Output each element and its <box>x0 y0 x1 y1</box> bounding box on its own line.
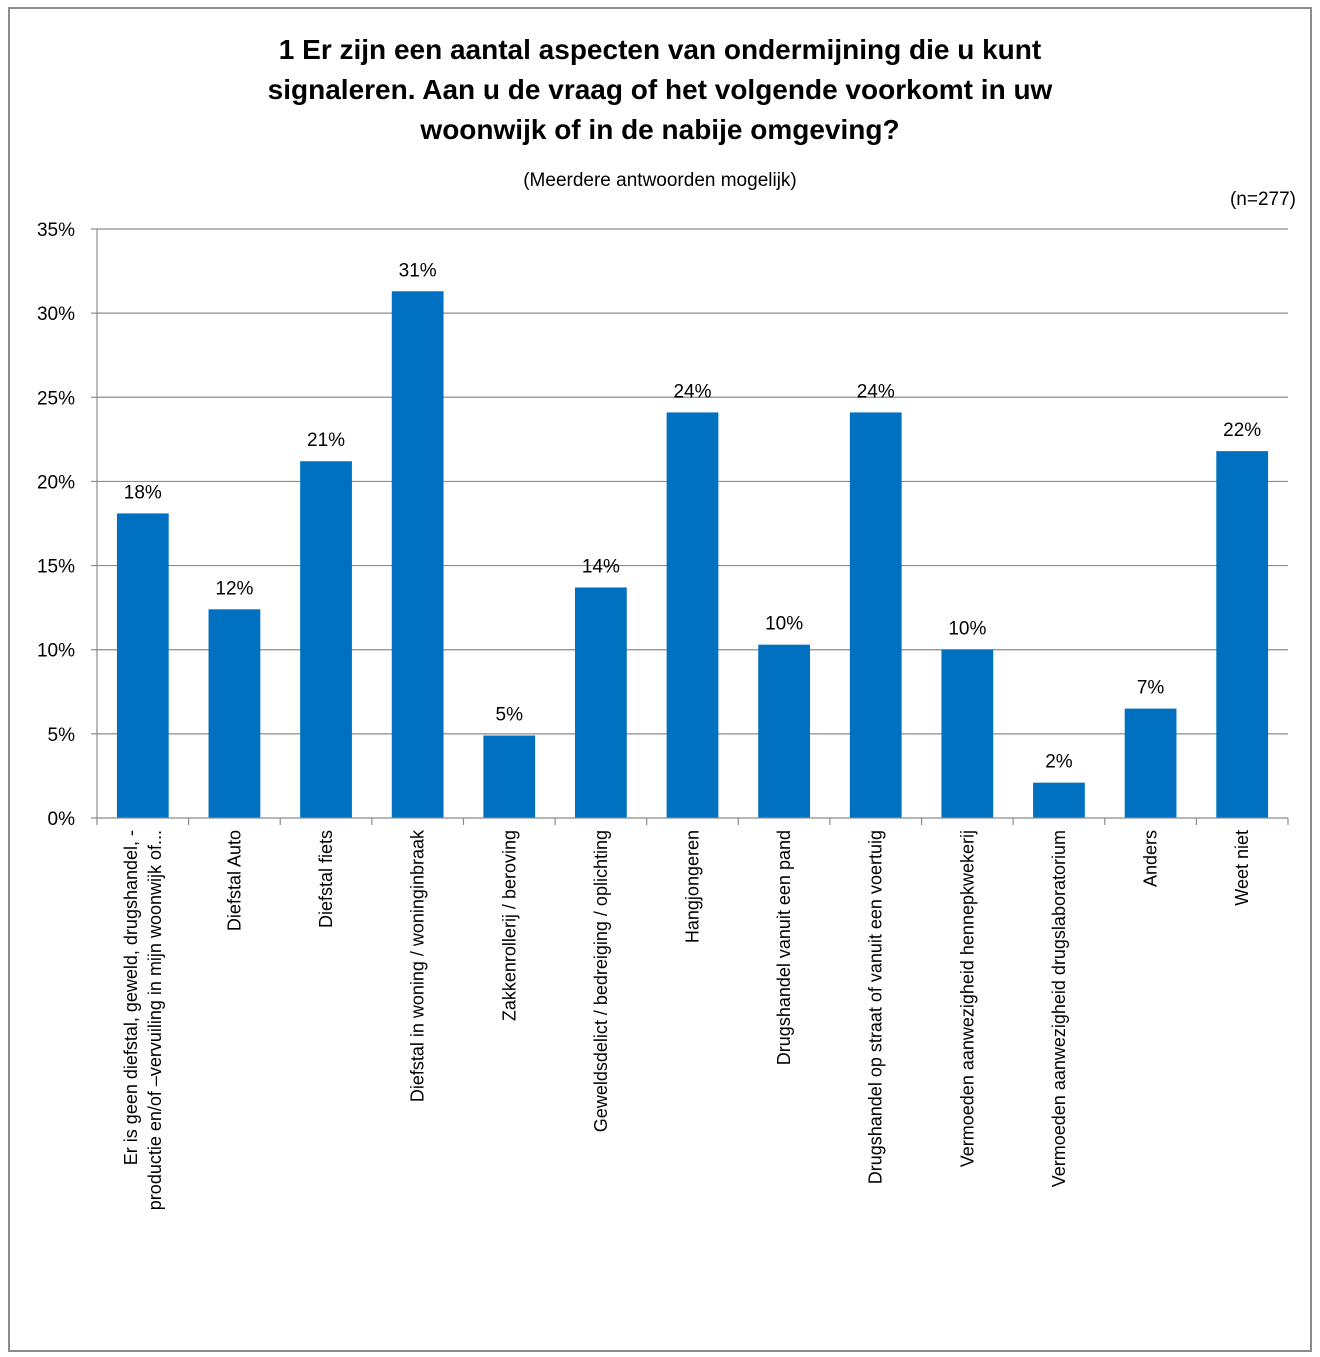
sample-size-note: (n=277) <box>1229 189 1296 210</box>
x-category-label: Er is geen diefstal, geweld, drugshandel… <box>121 830 141 1165</box>
bar <box>758 644 810 818</box>
data-label: 31% <box>399 260 437 281</box>
bar <box>666 412 719 818</box>
y-tick-label: 10% <box>37 641 75 662</box>
data-label: 5% <box>496 705 524 726</box>
y-tick-label: 25% <box>37 388 75 409</box>
axes <box>91 228 1289 825</box>
x-category-label: Weet niet <box>1232 830 1252 906</box>
data-label: 12% <box>215 578 253 599</box>
x-category-label: Hangjongeren <box>683 830 703 943</box>
y-tick-label: 35% <box>37 220 75 241</box>
bar <box>575 587 627 818</box>
y-tick-label: 30% <box>37 304 75 325</box>
x-category-label: Diefstal in woning / woninginbraak <box>408 829 428 1102</box>
data-label: 14% <box>582 556 620 577</box>
y-tick-label: 0% <box>48 809 76 830</box>
bars <box>116 291 1269 818</box>
chart-title-line: woonwijk of in de nabije omgeving? <box>420 114 900 145</box>
data-label: 24% <box>673 381 711 402</box>
bar <box>391 291 444 818</box>
labels: 0% 5% 10% 15% 20% 25% 30% 35% 18% 12% 21% 31% 5% 14% 2… <box>37 220 1261 1210</box>
data-label: 2% <box>1045 752 1073 773</box>
x-category-label: Vermoeden aanwezigheid drugslaboratorium <box>1049 830 1069 1187</box>
bar <box>208 609 261 818</box>
data-label: 18% <box>124 482 162 503</box>
data-label: 22% <box>1223 420 1261 441</box>
x-category-label: Diefstal fiets <box>316 830 336 928</box>
bar <box>1124 708 1177 818</box>
x-category-label: Drugshandel vanuit een pand <box>774 830 794 1065</box>
data-label: 10% <box>765 614 803 635</box>
chart-title-line: 1 Er zijn een aantal aspecten van onderm… <box>278 34 1042 65</box>
data-label: 7% <box>1137 678 1165 699</box>
y-tick-label: 5% <box>48 725 76 746</box>
data-label: 21% <box>307 430 345 451</box>
x-category-label: productie en/of –vervuiling in mijn woon… <box>145 830 165 1210</box>
bar <box>483 735 536 818</box>
x-category-label: Geweldsdelict / bedreiging / oplichting <box>591 830 611 1132</box>
x-category-label: Diefstal Auto <box>224 830 244 931</box>
data-label: 10% <box>948 619 986 640</box>
bar <box>116 513 169 818</box>
chart-subtitle: (Meerdere antwoorden mogelijk) <box>523 170 797 191</box>
bar <box>849 412 902 818</box>
x-category-label: Anders <box>1141 830 1161 887</box>
x-category-label: Zakkenrollerij / beroving <box>499 830 519 1021</box>
y-tick-label: 15% <box>37 557 75 578</box>
bar <box>1033 782 1085 818</box>
chart-title: 1 Er zijn een aantal aspecten van onderm… <box>0 30 1320 150</box>
data-label: 24% <box>857 381 895 402</box>
bar <box>941 649 994 818</box>
y-tick-label: 20% <box>37 472 75 493</box>
x-category-label: Vermoeden aanwezigheid hennepkwekerij <box>957 830 977 1167</box>
bar <box>300 461 352 818</box>
x-category-label: Drugshandel op straat of vanuit een voer… <box>866 830 886 1184</box>
chart-title-line: signaleren. Aan u de vraag of het volgen… <box>267 74 1053 105</box>
bar <box>1216 451 1269 818</box>
